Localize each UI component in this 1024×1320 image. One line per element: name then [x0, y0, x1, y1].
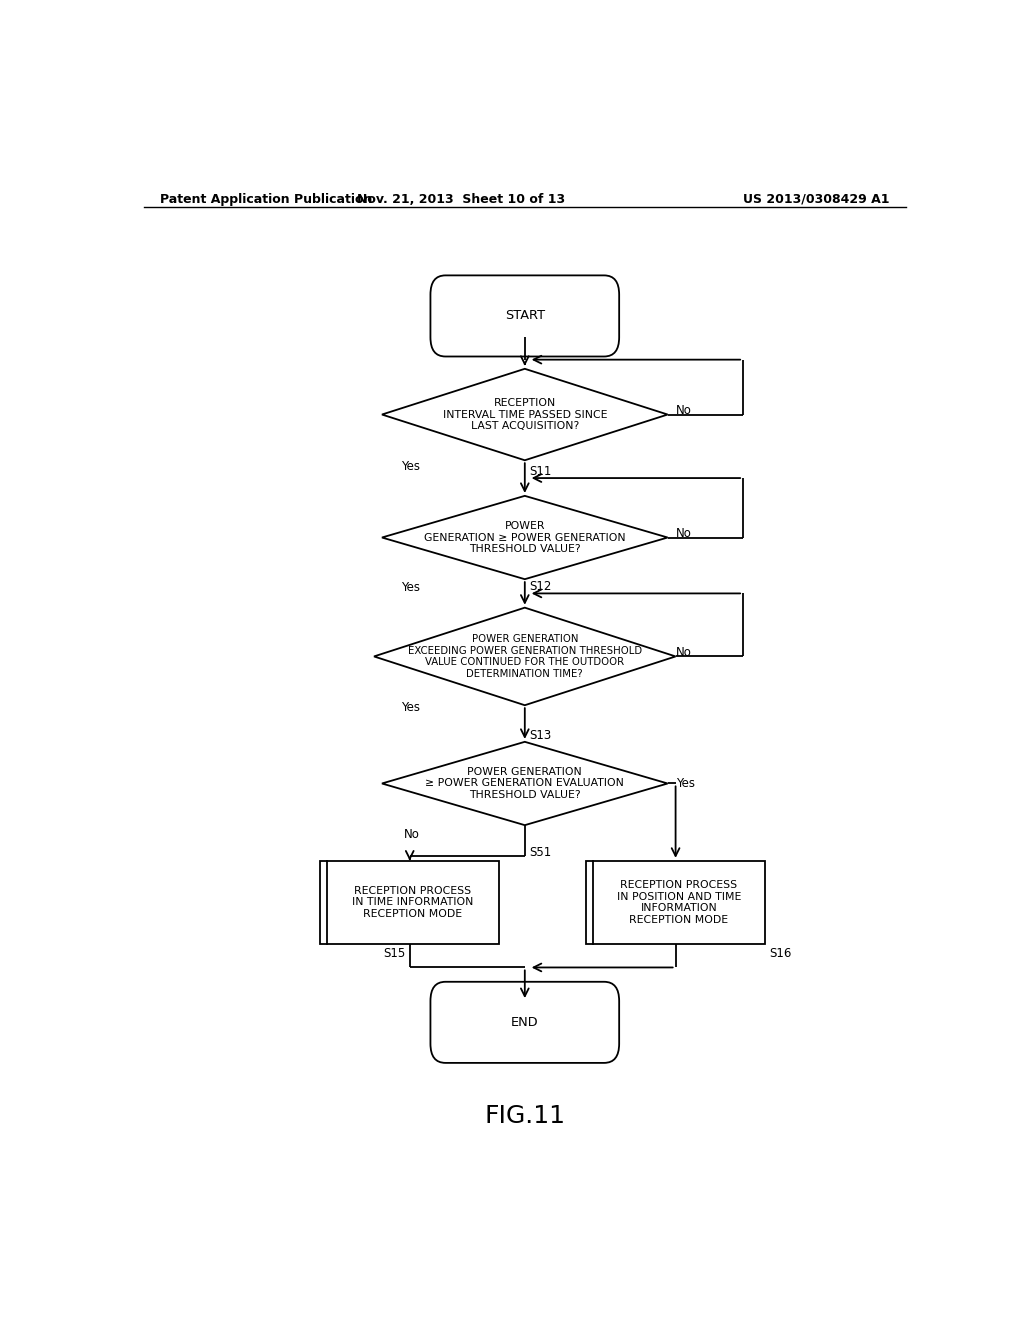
Text: Nov. 21, 2013  Sheet 10 of 13: Nov. 21, 2013 Sheet 10 of 13 [357, 193, 565, 206]
Text: POWER GENERATION
≥ POWER GENERATION EVALUATION
THRESHOLD VALUE?: POWER GENERATION ≥ POWER GENERATION EVAL… [425, 767, 625, 800]
Text: Yes: Yes [401, 459, 420, 473]
Text: RECEPTION PROCESS
IN TIME INFORMATION
RECEPTION MODE: RECEPTION PROCESS IN TIME INFORMATION RE… [352, 886, 473, 919]
Bar [321, 861, 499, 944]
Text: No: No [676, 527, 691, 540]
Bar [587, 861, 765, 944]
Polygon shape [374, 607, 676, 705]
Text: START: START [505, 309, 545, 322]
Text: Yes: Yes [676, 777, 694, 789]
Text: S11: S11 [528, 465, 551, 478]
Text: S16: S16 [769, 948, 792, 960]
Text: S15: S15 [384, 948, 406, 960]
Text: Yes: Yes [401, 701, 420, 714]
Polygon shape [382, 742, 668, 825]
Text: No: No [676, 404, 691, 417]
Text: No: No [404, 828, 420, 841]
Text: Yes: Yes [401, 581, 420, 594]
Text: S12: S12 [528, 581, 551, 594]
FancyBboxPatch shape [430, 982, 620, 1063]
Polygon shape [382, 496, 668, 579]
Text: S51: S51 [528, 846, 551, 859]
Polygon shape [382, 368, 668, 461]
FancyBboxPatch shape [430, 276, 620, 356]
Text: FIG.11: FIG.11 [484, 1104, 565, 1127]
Text: Patent Application Publication: Patent Application Publication [160, 193, 372, 206]
Text: RECEPTION
INTERVAL TIME PASSED SINCE
LAST ACQUISITION?: RECEPTION INTERVAL TIME PASSED SINCE LAS… [442, 397, 607, 432]
Text: S13: S13 [528, 729, 551, 742]
Text: END: END [511, 1016, 539, 1028]
Text: POWER
GENERATION ≥ POWER GENERATION
THRESHOLD VALUE?: POWER GENERATION ≥ POWER GENERATION THRE… [424, 521, 626, 554]
Text: US 2013/0308429 A1: US 2013/0308429 A1 [743, 193, 890, 206]
Text: POWER GENERATION
EXCEEDING POWER GENERATION THRESHOLD
VALUE CONTINUED FOR THE OU: POWER GENERATION EXCEEDING POWER GENERAT… [408, 634, 642, 678]
Text: No: No [676, 645, 691, 659]
Text: RECEPTION PROCESS
IN POSITION AND TIME
INFORMATION
RECEPTION MODE: RECEPTION PROCESS IN POSITION AND TIME I… [616, 880, 741, 925]
